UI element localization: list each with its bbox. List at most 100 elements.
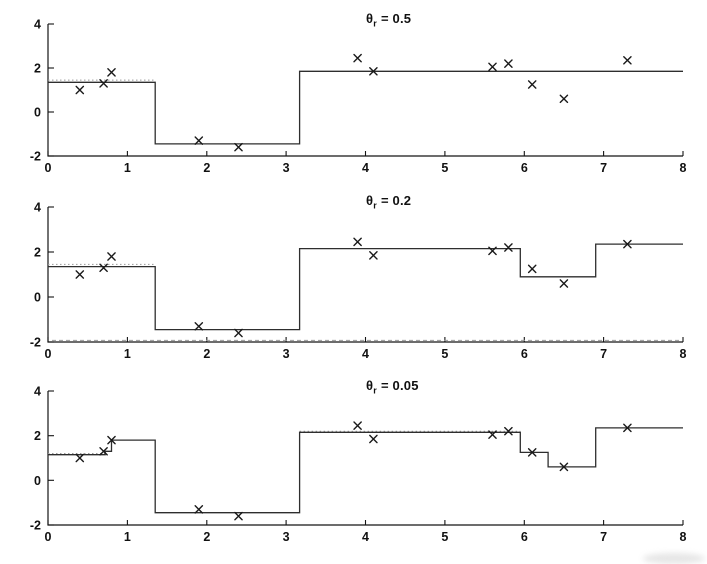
subplot-theta-r-0.2: θr = 0.2 0 1 2 3 4 5 6 7 8 -2 0 2 4: [0, 188, 707, 376]
y-tick-label: 4: [34, 18, 41, 32]
step-fit-line: [48, 243, 683, 331]
data-point-x-marker: [234, 511, 243, 521]
y-tick-label: 2: [34, 246, 41, 260]
x-tick-label: 1: [124, 530, 131, 544]
scan-smudge-bottom-right: [643, 553, 705, 564]
data-point-x-marker: [623, 239, 632, 249]
data-point-x-marker: [527, 80, 537, 89]
data-point-x-marker: [559, 279, 569, 288]
x-tick-label: 3: [283, 347, 290, 361]
x-tick-label: 7: [600, 161, 607, 175]
data-point-x-marker: [75, 453, 85, 463]
axis-frame: [47, 24, 683, 157]
x-tick-label: 3: [283, 530, 290, 544]
x-tick-label: 8: [680, 161, 687, 175]
step-fit-line: [48, 70, 683, 145]
plot-title: θr = 0.05: [366, 378, 419, 396]
theta-symbol: θ: [366, 11, 374, 26]
data-point-x-marker: [75, 270, 85, 279]
y-tick-label: -2: [30, 150, 41, 164]
axis-frame: [47, 207, 683, 343]
subplot-canvas-theta-0.5: 0 1 2 3 4 5 6 7 8 -2 0 2 4: [30, 18, 687, 176]
axis-frame: [47, 391, 683, 526]
x-tick-label: 2: [203, 161, 210, 175]
data-point-x-marker: [107, 68, 116, 77]
data-point-x-marker: [353, 237, 362, 247]
data-point-x-marker: [623, 423, 632, 433]
data-point-x-marker: [504, 243, 513, 252]
data-point-x-marker: [504, 426, 513, 436]
x-tick-label: 6: [521, 347, 528, 361]
subplot-theta-r-0.05: θr = 0.05 0 1 2 3 4 5 6 7 8 -2 0 2 4: [0, 376, 707, 564]
data-point-x-marker: [99, 447, 108, 456]
x-tick-label: 5: [441, 530, 448, 544]
y-tick-label: -2: [30, 336, 41, 350]
data-point-x-marker: [369, 434, 378, 444]
plot-title: θr = 0.2: [366, 193, 411, 211]
subplot-canvas-theta-0.2: 0 1 2 3 4 5 6 7 8 -2 0 2 4: [30, 201, 687, 362]
data-point-x-marker: [369, 67, 378, 76]
y-tick-label: 0: [34, 474, 41, 488]
data-point-x-marker: [75, 85, 85, 95]
theta-value: = 0.2: [380, 193, 412, 208]
theta-subscript: r: [373, 18, 377, 29]
data-point-x-marker: [107, 435, 116, 445]
subplot-theta-r-0.5: θr = 0.5 0 1 2 3 4 5 6 7 8 -2 0 2 4: [0, 0, 707, 188]
x-tick-label: 4: [362, 347, 369, 361]
x-tick-label: 0: [45, 530, 52, 544]
x-tick-label: 0: [45, 347, 52, 361]
data-point-x-marker: [527, 264, 537, 274]
data-point-x-marker: [99, 79, 108, 88]
data-point-x-marker: [107, 252, 116, 261]
theta-symbol: θ: [366, 378, 374, 393]
x-tick-label: 3: [283, 161, 290, 175]
x-tick-label: 5: [441, 347, 448, 361]
data-point-x-marker: [559, 462, 569, 472]
y-tick-label: 2: [34, 429, 41, 443]
x-tick-label: 6: [521, 161, 528, 175]
data-point-x-marker: [488, 62, 497, 72]
x-tick-label: 1: [124, 161, 131, 175]
data-point-x-marker: [234, 328, 243, 338]
x-tick-label: 4: [362, 530, 369, 544]
y-tick-label: -2: [30, 519, 41, 533]
data-point-x-marker: [353, 53, 362, 63]
y-tick-label: 0: [34, 106, 41, 120]
y-tick-label: 0: [34, 291, 41, 305]
x-tick-label: 2: [203, 530, 210, 544]
data-point-x-marker: [369, 251, 378, 260]
x-tick-label: 8: [680, 530, 687, 544]
data-point-x-marker: [194, 322, 204, 331]
x-tick-label: 1: [124, 347, 131, 361]
data-point-x-marker: [353, 421, 362, 430]
data-point-x-marker: [234, 142, 243, 152]
y-tick-label: 2: [34, 62, 41, 76]
step-fit-line: [48, 427, 683, 514]
y-tick-label: 4: [34, 385, 41, 399]
data-point-x-marker: [559, 94, 569, 104]
data-point-x-marker: [504, 59, 513, 68]
x-tick-label: 5: [441, 161, 448, 175]
x-tick-label: 0: [45, 161, 52, 175]
x-tick-label: 7: [600, 347, 607, 361]
x-tick-label: 2: [203, 347, 210, 361]
theta-value: = 0.5: [380, 11, 412, 26]
x-tick-label: 7: [600, 530, 607, 544]
data-point-x-marker: [623, 56, 632, 65]
data-point-x-marker: [488, 430, 497, 439]
theta-subscript: r: [373, 200, 377, 211]
x-tick-label: 8: [680, 347, 687, 361]
x-tick-label: 6: [521, 530, 528, 544]
x-tick-label: 4: [362, 161, 369, 175]
theta-symbol: θ: [366, 193, 374, 208]
data-point-x-marker: [527, 448, 537, 457]
theta-value: = 0.05: [380, 378, 419, 393]
theta-subscript: r: [373, 385, 377, 396]
data-point-x-marker: [488, 246, 497, 256]
data-point-x-marker: [99, 263, 108, 273]
data-point-x-marker: [194, 505, 204, 514]
subplot-canvas-theta-0.05: 0 1 2 3 4 5 6 7 8 -2 0 2 4: [30, 385, 687, 545]
plot-title: θr = 0.5: [366, 11, 411, 29]
y-tick-label: 4: [34, 201, 41, 215]
